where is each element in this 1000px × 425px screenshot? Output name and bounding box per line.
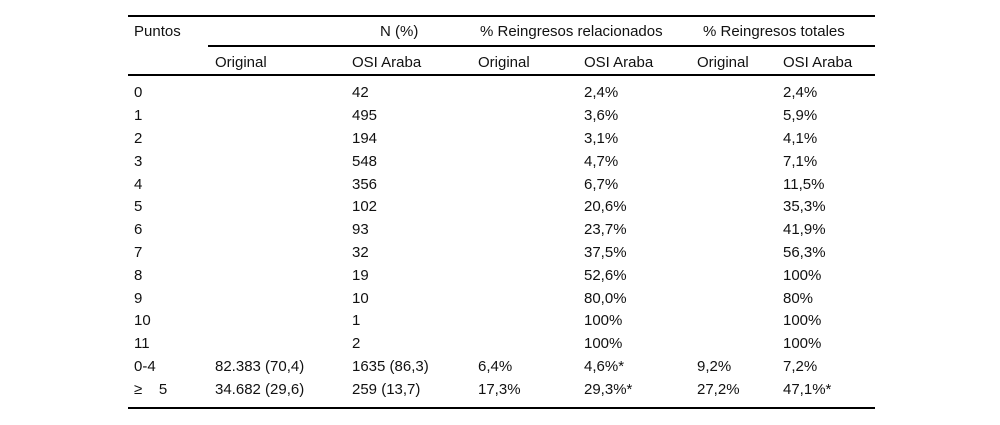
table-row: 1 495 3,6% 5,9% [128, 105, 875, 128]
subheader-reingresos-totales-original: Original [697, 54, 749, 71]
cell-reingresos-totales-osi-araba: 80% [783, 289, 814, 307]
table-row: 3 548 4,7% 7,1% [128, 150, 875, 173]
cell-reingresos-relacionados-osi-araba: 3,1% [584, 129, 619, 147]
table-row: 9 10 80,0% 80% [128, 287, 875, 310]
cell-reingresos-relacionados-osi-araba: 29,3%* [584, 380, 633, 398]
table-row: 4 356 6,7% 11,5% [128, 173, 875, 196]
cell-reingresos-relacionados-osi-araba: 80,0% [584, 289, 627, 307]
cell-reingresos-totales-osi-araba: 47,1%* [783, 380, 832, 398]
header-bottom-rule [128, 74, 875, 77]
cell-reingresos-relacionados-original: 6,4% [478, 357, 513, 375]
cell-reingresos-relacionados-osi-araba: 2,4% [584, 84, 619, 102]
cell-reingresos-totales-osi-araba: 5,9% [783, 107, 818, 125]
table-row: 2 194 3,1% 4,1% [128, 128, 875, 151]
subheader-reingresos-totales-osi-araba: OSI Araba [783, 54, 853, 71]
cell-reingresos-relacionados-osi-araba: 23,7% [584, 221, 627, 239]
cell-reingresos-totales-original: 9,2% [697, 357, 732, 375]
cell-reingresos-totales-osi-araba: 11,5% [783, 175, 825, 193]
cell-puntos: 9 [134, 289, 143, 307]
subheader-n-osi-araba: OSI Araba [352, 54, 422, 71]
cell-n-osi-araba: 19 [352, 266, 369, 284]
table-row: 8 19 52,6% 100% [128, 264, 875, 287]
cell-puntos: 6 [134, 221, 143, 239]
cell-n-original: 34.682 (29,6) [215, 380, 305, 398]
cell-puntos: 2 [134, 129, 143, 147]
cell-reingresos-relacionados-osi-araba: 3,6% [584, 107, 619, 125]
table-row: 0-4 82.383 (70,4) 1635 (86,3) 6,4% 4,6%* 9,2%… [128, 356, 875, 379]
table-top-rule [128, 15, 875, 17]
cell-puntos: 7 [134, 243, 143, 261]
table-row: 11 2 100% 100% [128, 333, 875, 356]
table-row: 7 32 37,5% 56,3% [128, 242, 875, 265]
column-header-puntos: Puntos [134, 23, 181, 40]
cell-reingresos-relacionados-osi-araba: 100% [584, 335, 623, 353]
cell-reingresos-relacionados-osi-araba: 37,5% [584, 243, 627, 261]
cell-reingresos-relacionados-osi-araba: 52,6% [584, 266, 627, 284]
cell-n-osi-araba: 10 [352, 289, 369, 307]
cell-puntos: 8 [134, 266, 143, 284]
table-row: 5 102 20,6% 35,3% [128, 196, 875, 219]
readmissions-score-table: Puntos N (%) % Reingresos relacionados %… [128, 0, 875, 425]
table-row: 0 42 2,4% 2,4% [128, 82, 875, 105]
table-row: 6 93 23,7% 41,9% [128, 219, 875, 242]
cell-puntos: 5 [134, 198, 143, 216]
cell-reingresos-relacionados-osi-araba: 6,7% [584, 175, 619, 193]
cell-n-osi-araba: 1 [352, 312, 361, 330]
cell-reingresos-totales-osi-araba: 100% [783, 312, 822, 330]
cell-puntos: 10 [134, 312, 151, 330]
cell-puntos: 4 [134, 175, 143, 193]
cell-puntos: 11 [134, 335, 150, 353]
cell-reingresos-totales-osi-araba: 56,3% [783, 243, 826, 261]
cell-reingresos-relacionados-original: 17,3% [478, 380, 521, 398]
table-row: ≥ 5 34.682 (29,6) 259 (13,7) 17,3% 29,3%* 27,… [128, 378, 875, 401]
cell-n-osi-araba: 93 [352, 221, 369, 239]
cell-n-osi-araba: 42 [352, 84, 369, 102]
subheader-n-original: Original [215, 54, 267, 71]
cell-n-osi-araba: 2 [352, 335, 361, 353]
cell-n-osi-araba: 102 [352, 198, 378, 216]
cell-n-osi-araba: 356 [352, 175, 378, 193]
cell-puntos: 3 [134, 152, 143, 170]
cell-n-osi-araba: 32 [352, 243, 369, 261]
cell-reingresos-totales-osi-araba: 100% [783, 266, 822, 284]
cell-reingresos-relacionados-osi-araba: 4,7% [584, 152, 619, 170]
cell-puntos: 1 [134, 107, 143, 125]
table-bottom-rule [128, 407, 875, 409]
cell-reingresos-relacionados-osi-araba: 20,6% [584, 198, 627, 216]
cell-reingresos-totales-osi-araba: 7,2% [783, 357, 818, 375]
cell-n-osi-araba: 548 [352, 152, 378, 170]
cell-puntos: 0 [134, 84, 143, 102]
cell-n-osi-araba: 194 [352, 129, 378, 147]
cell-reingresos-totales-original: 27,2% [697, 380, 740, 398]
cell-reingresos-totales-osi-araba: 7,1% [783, 152, 818, 170]
cell-puntos: 0-4 [134, 357, 156, 375]
table-row: 10 1 100% 100% [128, 310, 875, 333]
cell-reingresos-totales-osi-araba: 4,1% [783, 129, 818, 147]
cell-n-osi-araba: 495 [352, 107, 378, 125]
cell-reingresos-totales-osi-araba: 35,3% [783, 198, 826, 216]
cell-reingresos-relacionados-osi-araba: 4,6%* [584, 357, 625, 375]
group-header-reingresos-totales: % Reingresos totales [703, 23, 845, 40]
cell-n-original: 82.383 (70,4) [215, 357, 305, 375]
subheader-reingresos-relacionados-osi-araba: OSI Araba [584, 54, 654, 71]
cell-reingresos-totales-osi-araba: 100% [783, 335, 822, 353]
subheader-reingresos-relacionados-original: Original [478, 54, 530, 71]
cell-n-osi-araba: 1635 (86,3) [352, 357, 429, 375]
cell-reingresos-totales-osi-araba: 41,9% [783, 221, 826, 239]
group-header-reingresos-relacionados: % Reingresos relacionados [480, 23, 663, 40]
cell-n-osi-araba: 259 (13,7) [352, 380, 421, 398]
group-header-underline [208, 45, 875, 47]
group-header-n-pct: N (%) [380, 23, 419, 40]
cell-reingresos-totales-osi-araba: 2,4% [783, 84, 818, 102]
cell-reingresos-relacionados-osi-araba: 100% [584, 312, 623, 330]
cell-puntos: ≥ 5 [134, 380, 168, 398]
